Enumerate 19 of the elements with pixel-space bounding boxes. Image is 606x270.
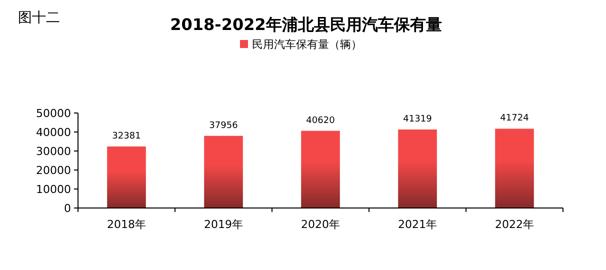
y-tick-label: 0: [64, 202, 71, 215]
y-tick-label: 30000: [36, 145, 71, 158]
x-tick-label: 2018年: [107, 218, 146, 231]
x-tick-label: 2020年: [301, 218, 340, 231]
text: 图十二: [18, 10, 60, 26]
y-tick-label: 20000: [36, 164, 71, 177]
legend-label: 民用汽车保有量（辆）: [252, 38, 362, 51]
x-tick-label: 2019年: [204, 218, 243, 231]
x-tick-label: 2021年: [398, 218, 437, 231]
y-tick-label: 10000: [36, 183, 71, 196]
data-label: 41319: [403, 114, 432, 124]
data-label: 41724: [500, 114, 530, 124]
data-label: 32381: [112, 131, 141, 142]
y-tick-label: 40000: [36, 126, 71, 139]
data-label: 37956: [209, 120, 238, 131]
x-tick-label: 2022年: [495, 218, 534, 231]
data-label: 40620: [306, 116, 336, 126]
chart-title: 2018-2022年浦北县民用汽车保有量: [170, 15, 442, 34]
y-tick-label: 50000: [36, 107, 71, 120]
